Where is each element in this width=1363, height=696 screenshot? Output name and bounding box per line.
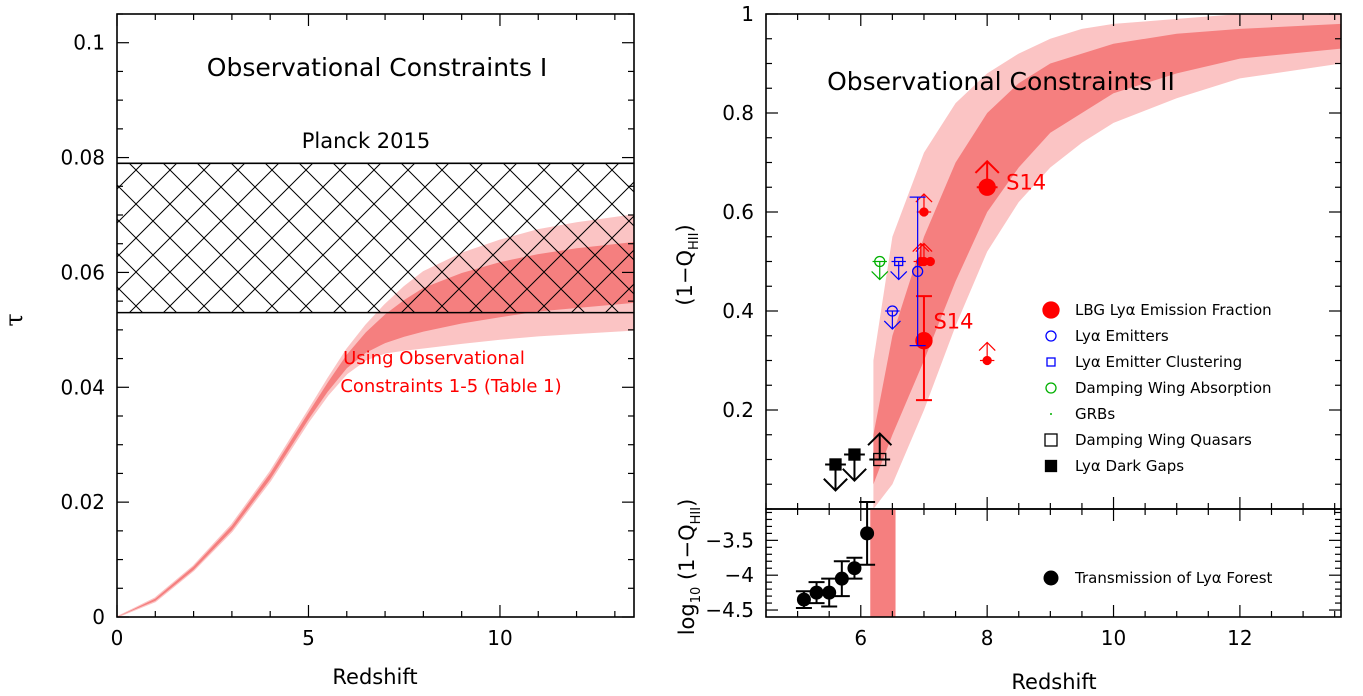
left-plot-frame xyxy=(116,13,635,618)
annotation-line-2: Constraints 1-5 (Table 1) xyxy=(340,376,561,397)
right-top-ticks xyxy=(765,13,1341,510)
planck-label: Planck 2015 xyxy=(302,129,431,153)
lae_cluster-legend-label: Lyα Emitter Clustering xyxy=(1075,353,1242,371)
annotation-line-1: Using Observational xyxy=(343,348,525,369)
transmission-marker xyxy=(796,592,811,607)
y-tick-label: 0.1 xyxy=(73,31,105,55)
lae-legend-label: Lyα Emitters xyxy=(1075,327,1169,345)
x-tick-label: 0 xyxy=(111,626,124,650)
transmission-marker xyxy=(847,561,862,576)
right-panel-title: Observational Constraints II xyxy=(827,67,1175,96)
dark_gap-legend-label: Lyα Dark Gaps xyxy=(1075,457,1184,475)
transmission-markers xyxy=(795,501,876,609)
x-tick-label: 10 xyxy=(1101,626,1126,650)
y-tick-label: 0.04 xyxy=(60,375,105,399)
y-tick-label: 0.6 xyxy=(722,200,754,224)
left-x-axis-title: Redshift xyxy=(332,665,417,689)
lae_cluster-marker xyxy=(894,256,904,267)
damping-legend-label: Damping Wing Absorption xyxy=(1075,379,1272,397)
lbg_big-legend-marker xyxy=(1042,301,1060,319)
lbg_small-limit-arrow-head xyxy=(978,341,996,352)
lbg_big-limit-arrow-head xyxy=(974,159,1000,174)
transmission-marker xyxy=(822,585,837,600)
right-bottom-y-axis-title: log10 (1−QHII) xyxy=(675,499,704,636)
right-top-tick-labels: 0.2 0.4 0.6 0.8 1 xyxy=(722,2,754,422)
lbg_small-limit-arrow-head xyxy=(915,242,933,253)
x-tick-label: 8 xyxy=(981,626,994,650)
planck-hatched-region xyxy=(117,163,634,313)
lbg_big-marker xyxy=(978,178,996,196)
transmission-marker xyxy=(860,526,875,541)
lae-legend-marker xyxy=(1045,330,1057,342)
x-tick-label: 5 xyxy=(302,626,315,650)
right-x-axis-title: Redshift xyxy=(1011,670,1096,694)
right-bottom-panel: 6 8 10 12 −3.5 −4 −4.5 Transmission of Lyα For… xyxy=(675,499,1342,694)
transmission-band xyxy=(870,509,896,617)
lbg_small-limit-arrow-head xyxy=(915,193,933,203)
transmission-marker xyxy=(834,571,849,586)
dw_quasar-legend-label: Damping Wing Quasars xyxy=(1075,431,1252,449)
dark_gap-legend-marker xyxy=(1044,459,1058,473)
transmission-legend-marker xyxy=(1043,570,1059,586)
lbg_small-limit-arrow-head xyxy=(912,242,930,253)
right-bottom-tick-labels: 6 8 10 12 −3.5 −4 −4.5 xyxy=(705,528,1252,650)
right-top-y-axis-title: (1−QHII) xyxy=(673,224,702,305)
right-bottom-legend: Transmission of Lyα Forest xyxy=(1043,569,1273,587)
dw_quasar-marker xyxy=(873,452,887,467)
dark_gap-marker xyxy=(848,448,861,461)
y-tick-label: 0.02 xyxy=(60,490,105,514)
dark_gap-marker xyxy=(829,458,842,471)
right-top-panel: 0.2 0.4 0.6 0.8 1 Observational Constraints … xyxy=(673,2,1342,510)
lae-marker xyxy=(911,265,924,278)
y-tick-label: 0.4 xyxy=(722,299,754,323)
dw_quasar-limit-arrow-head xyxy=(867,432,893,446)
lae_cluster-limit-arrow-head xyxy=(890,270,908,281)
lae-marker xyxy=(886,305,899,317)
y-tick-label: −4.5 xyxy=(705,598,754,622)
y-tick-label: 0 xyxy=(92,605,105,629)
lbg_big-legend-label: LBG Lyα Emission Fraction xyxy=(1075,301,1272,319)
x-tick-label: 10 xyxy=(487,626,512,650)
right-bottom-ticks xyxy=(765,509,1341,617)
left-y-axis-title: τ xyxy=(0,313,28,326)
q-band-inner xyxy=(873,23,1341,485)
y-tick-label: −4 xyxy=(725,563,754,587)
dark_gap-limit-arrow-head xyxy=(823,478,848,492)
y-tick-label: −3.5 xyxy=(705,528,754,552)
transmission-legend-label: Transmission of Lyα Forest xyxy=(1074,569,1273,587)
lbg_small-marker xyxy=(925,256,935,267)
damping-marker xyxy=(874,255,886,268)
y-tick-label: 1 xyxy=(741,2,754,26)
dark_gap-limit-arrow-head xyxy=(842,468,867,482)
lbg_big-marker xyxy=(915,332,933,350)
s14-label-upper: S14 xyxy=(1006,171,1046,195)
right-bottom-plot-frame xyxy=(765,508,1342,618)
grb-legend-marker xyxy=(1050,413,1052,415)
left-ticks xyxy=(116,13,634,618)
transmission-marker xyxy=(809,585,824,600)
lbg_small-marker xyxy=(916,256,926,267)
x-tick-label: 6 xyxy=(854,626,867,650)
dw_quasar-legend-marker xyxy=(1044,433,1058,447)
left-tick-labels: 0 5 10 0 0.02 0.04 0.06 0.08 0.1 xyxy=(60,31,512,650)
y-tick-label: 0.06 xyxy=(60,260,105,284)
left-panel: 0 5 10 0 0.02 0.04 0.06 0.08 0.1 Observational C… xyxy=(0,13,635,689)
s14-label-lower: S14 xyxy=(933,309,973,333)
lbg_small-marker xyxy=(982,355,992,366)
y-tick-label: 0.08 xyxy=(60,146,105,170)
y-tick-label: 0.8 xyxy=(722,101,754,125)
damping-limit-arrow-head xyxy=(871,270,889,281)
y-tick-label: 0.2 xyxy=(722,398,754,422)
lbg_small-marker xyxy=(919,207,929,217)
grb-legend-label: GRBs xyxy=(1075,405,1115,423)
left-panel-title: Observational Constraints I xyxy=(207,53,547,82)
x-tick-label: 12 xyxy=(1227,626,1252,650)
right-top-markers xyxy=(823,159,1000,492)
lae_cluster-legend-marker xyxy=(1046,357,1056,367)
damping-legend-marker xyxy=(1045,382,1057,394)
lae-limit-arrow-head xyxy=(883,320,901,330)
right-top-legend: LBG Lyα Emission Fraction Lyα Emitters Lyα… xyxy=(1042,301,1272,475)
